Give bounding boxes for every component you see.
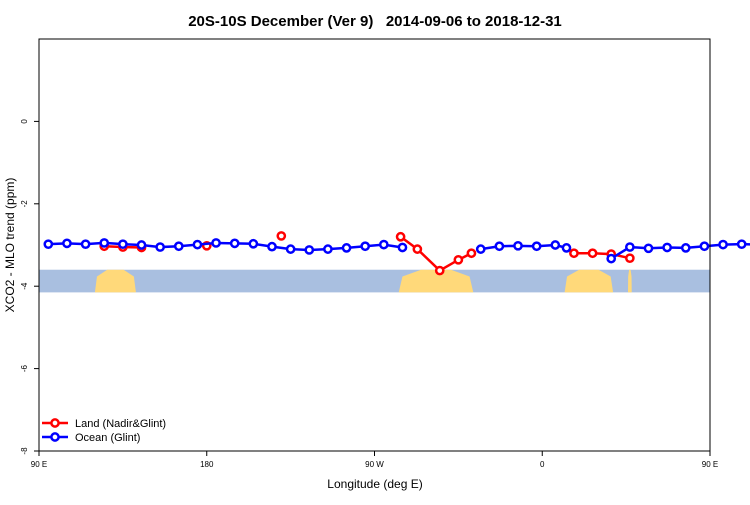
data-point bbox=[397, 242, 408, 253]
legend-marker bbox=[50, 432, 60, 442]
data-point bbox=[475, 244, 486, 254]
data-point bbox=[360, 241, 371, 252]
data-point bbox=[561, 243, 572, 253]
data-point bbox=[43, 239, 54, 250]
y-axis: 0 -2 -4 -6 -8 bbox=[20, 119, 39, 455]
data-point bbox=[550, 240, 561, 250]
x-tick-label: 90 E bbox=[31, 460, 47, 469]
data-point bbox=[412, 244, 423, 254]
data-point bbox=[569, 248, 579, 259]
x-tick-label: 0 bbox=[540, 460, 545, 469]
data-point bbox=[625, 253, 635, 264]
data-point bbox=[587, 248, 598, 259]
data-point bbox=[606, 253, 617, 264]
data-point bbox=[136, 240, 147, 250]
data-point bbox=[276, 231, 287, 241]
data-point bbox=[173, 241, 184, 252]
map-land-patch bbox=[627, 269, 632, 293]
x-axis-label: Longitude (deg E) bbox=[327, 477, 422, 491]
data-point bbox=[155, 242, 166, 252]
y-tick-label: -8 bbox=[20, 447, 29, 455]
data-point bbox=[378, 239, 389, 250]
legend: Land (Nadir&Glint) Ocean (Glint) bbox=[42, 418, 166, 444]
data-point bbox=[323, 244, 333, 254]
data-point bbox=[513, 240, 523, 251]
series-layer bbox=[43, 231, 750, 276]
data-point bbox=[118, 239, 128, 250]
data-point bbox=[736, 239, 747, 250]
x-tick-label: 90 W bbox=[365, 460, 384, 469]
y-axis-label: XCO2 - MLO trend (ppm) bbox=[3, 178, 17, 313]
data-point bbox=[248, 238, 259, 249]
series-line bbox=[399, 235, 472, 273]
series-ocean bbox=[43, 238, 750, 264]
y-tick-label: -4 bbox=[20, 282, 29, 290]
data-point bbox=[229, 238, 240, 249]
data-point bbox=[62, 238, 72, 249]
chart-title: 20S-10S December (Ver 9) 2014-09-06 to 2… bbox=[188, 13, 562, 30]
map-land-patch bbox=[564, 269, 614, 293]
data-point bbox=[395, 231, 406, 242]
data-point bbox=[211, 238, 221, 248]
series-land bbox=[99, 231, 635, 276]
series-line bbox=[573, 251, 631, 260]
map-land-patch bbox=[94, 269, 136, 293]
y-tick-label: 0 bbox=[20, 119, 29, 124]
legend-marker bbox=[50, 418, 60, 428]
data-point bbox=[341, 243, 352, 253]
x-tick-label: 180 bbox=[200, 460, 214, 469]
data-point bbox=[304, 245, 315, 255]
data-point bbox=[494, 241, 505, 252]
map-band bbox=[39, 269, 710, 293]
series-line bbox=[610, 242, 750, 260]
data-point bbox=[267, 241, 277, 252]
data-point bbox=[625, 242, 635, 252]
map-ocean-band bbox=[39, 269, 710, 293]
data-point bbox=[662, 242, 672, 253]
data-point bbox=[718, 239, 728, 250]
data-point bbox=[680, 243, 691, 253]
x-axis: 90 E 180 90 W 0 90 E bbox=[31, 451, 718, 469]
data-point bbox=[531, 241, 542, 252]
map-land-patch bbox=[398, 269, 474, 293]
data-point bbox=[643, 243, 654, 254]
data-point bbox=[80, 239, 91, 250]
legend-label: Ocean (Glint) bbox=[75, 432, 140, 444]
data-point bbox=[99, 238, 110, 248]
data-point bbox=[192, 239, 203, 250]
data-point bbox=[285, 244, 296, 254]
x-tick-label: 90 E bbox=[702, 460, 718, 469]
y-tick-label: -6 bbox=[20, 364, 29, 372]
data-point bbox=[434, 265, 445, 276]
data-point bbox=[453, 254, 464, 265]
data-point bbox=[699, 241, 710, 252]
legend-label: Land (Nadir&Glint) bbox=[75, 418, 166, 430]
y-tick-label: -2 bbox=[20, 200, 29, 208]
data-point bbox=[466, 248, 477, 259]
